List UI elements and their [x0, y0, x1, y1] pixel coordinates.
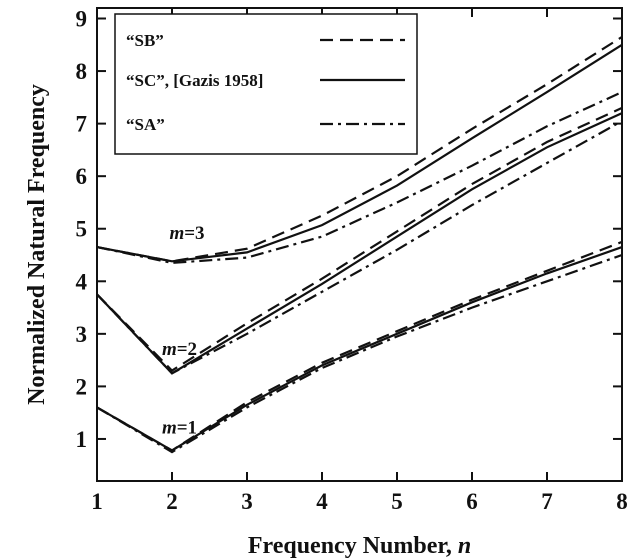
- y-tick-label: 6: [76, 164, 88, 189]
- mode-label: m=1: [162, 418, 197, 439]
- y-axis-label: Normalized Natural Frequency: [24, 84, 50, 405]
- plot-frame: [96, 7, 623, 482]
- x-tick-label: 3: [241, 489, 253, 514]
- series-line-m1-solid: [96, 246, 623, 452]
- series-line-m3-dashdot: [96, 91, 623, 265]
- legend: “SB” “SC”, [Gazis 1958] “SA”: [114, 13, 418, 155]
- y-tick-label: 5: [76, 217, 88, 242]
- x-tick-label: 1: [91, 489, 103, 514]
- x-tick-label: 5: [391, 489, 403, 514]
- series-layer: [96, 35, 623, 454]
- x-tick-label: 7: [541, 489, 553, 514]
- y-tick-label: 1: [76, 427, 88, 452]
- x-tick-label: 8: [616, 489, 628, 514]
- series-line-m2-dashed: [96, 106, 623, 373]
- x-tick-label: 4: [316, 489, 328, 514]
- x-tick-label: 2: [166, 489, 178, 514]
- x-tick-label: 6: [466, 489, 478, 514]
- ticks-layer: 1 2 3 4 5 6 7 8 1 2 3 4 5 6 7 8 9: [76, 7, 628, 514]
- mode-label: m=3: [169, 223, 204, 244]
- legend-label: “SB”: [126, 31, 164, 50]
- y-tick-label: 2: [76, 374, 88, 399]
- x-axis-label: Frequency Number, n: [248, 533, 471, 559]
- annotation-layer: m=3 m=2 m=1: [162, 223, 205, 438]
- legend-box: [114, 13, 418, 155]
- y-tick-label: 8: [76, 59, 88, 84]
- y-tick-label: 9: [76, 7, 88, 32]
- series-line-m2-dashdot: [96, 120, 623, 375]
- y-tick-label: 4: [76, 269, 88, 294]
- y-tick-label: 3: [76, 322, 88, 347]
- mode-label: m=2: [162, 339, 197, 360]
- series-line-m1-dashdot: [96, 253, 623, 454]
- y-tick-label: 7: [76, 112, 88, 137]
- legend-label: “SA”: [126, 115, 165, 134]
- series-line-m3-solid: [96, 43, 623, 263]
- legend-label: “SC”, [Gazis 1958]: [126, 71, 263, 90]
